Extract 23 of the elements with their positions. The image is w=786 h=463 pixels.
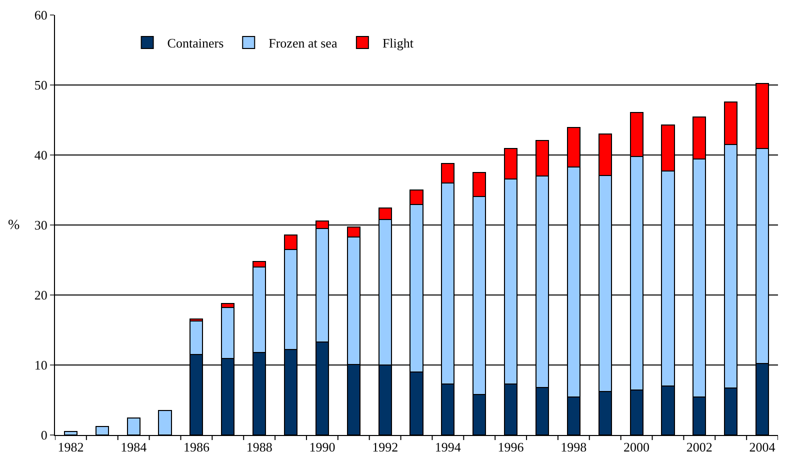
x-tick-label: 2000 bbox=[624, 440, 650, 455]
y-tick-label: 20 bbox=[34, 288, 48, 303]
y-tick-label: 50 bbox=[34, 78, 48, 93]
x-tick-label: 2002 bbox=[686, 440, 712, 455]
x-tick-label: 1988 bbox=[246, 440, 272, 455]
y-tick-label: 10 bbox=[34, 358, 48, 373]
y-axis-title: % bbox=[8, 218, 20, 233]
y-tick-label: 30 bbox=[34, 218, 48, 233]
legend-label: Containers bbox=[167, 36, 224, 51]
x-tick-label: 1982 bbox=[58, 440, 84, 455]
y-tick-label: 0 bbox=[40, 428, 48, 443]
x-tick-label: 1984 bbox=[120, 440, 148, 455]
legend-label: Flight bbox=[382, 36, 414, 51]
y-tick-label: 40 bbox=[34, 148, 48, 163]
x-tick-label: 2004 bbox=[749, 440, 776, 455]
y-tick-label: 60 bbox=[34, 8, 48, 23]
x-tick-label: 1990 bbox=[309, 440, 336, 455]
x-tick-label: 1998 bbox=[560, 440, 587, 455]
x-tick-label: 1992 bbox=[372, 440, 398, 455]
x-tick-label: 1994 bbox=[434, 440, 462, 455]
legend-label: Frozen at sea bbox=[268, 36, 338, 51]
x-tick-label: 1986 bbox=[183, 440, 210, 455]
x-tick-label: 1996 bbox=[498, 440, 524, 455]
